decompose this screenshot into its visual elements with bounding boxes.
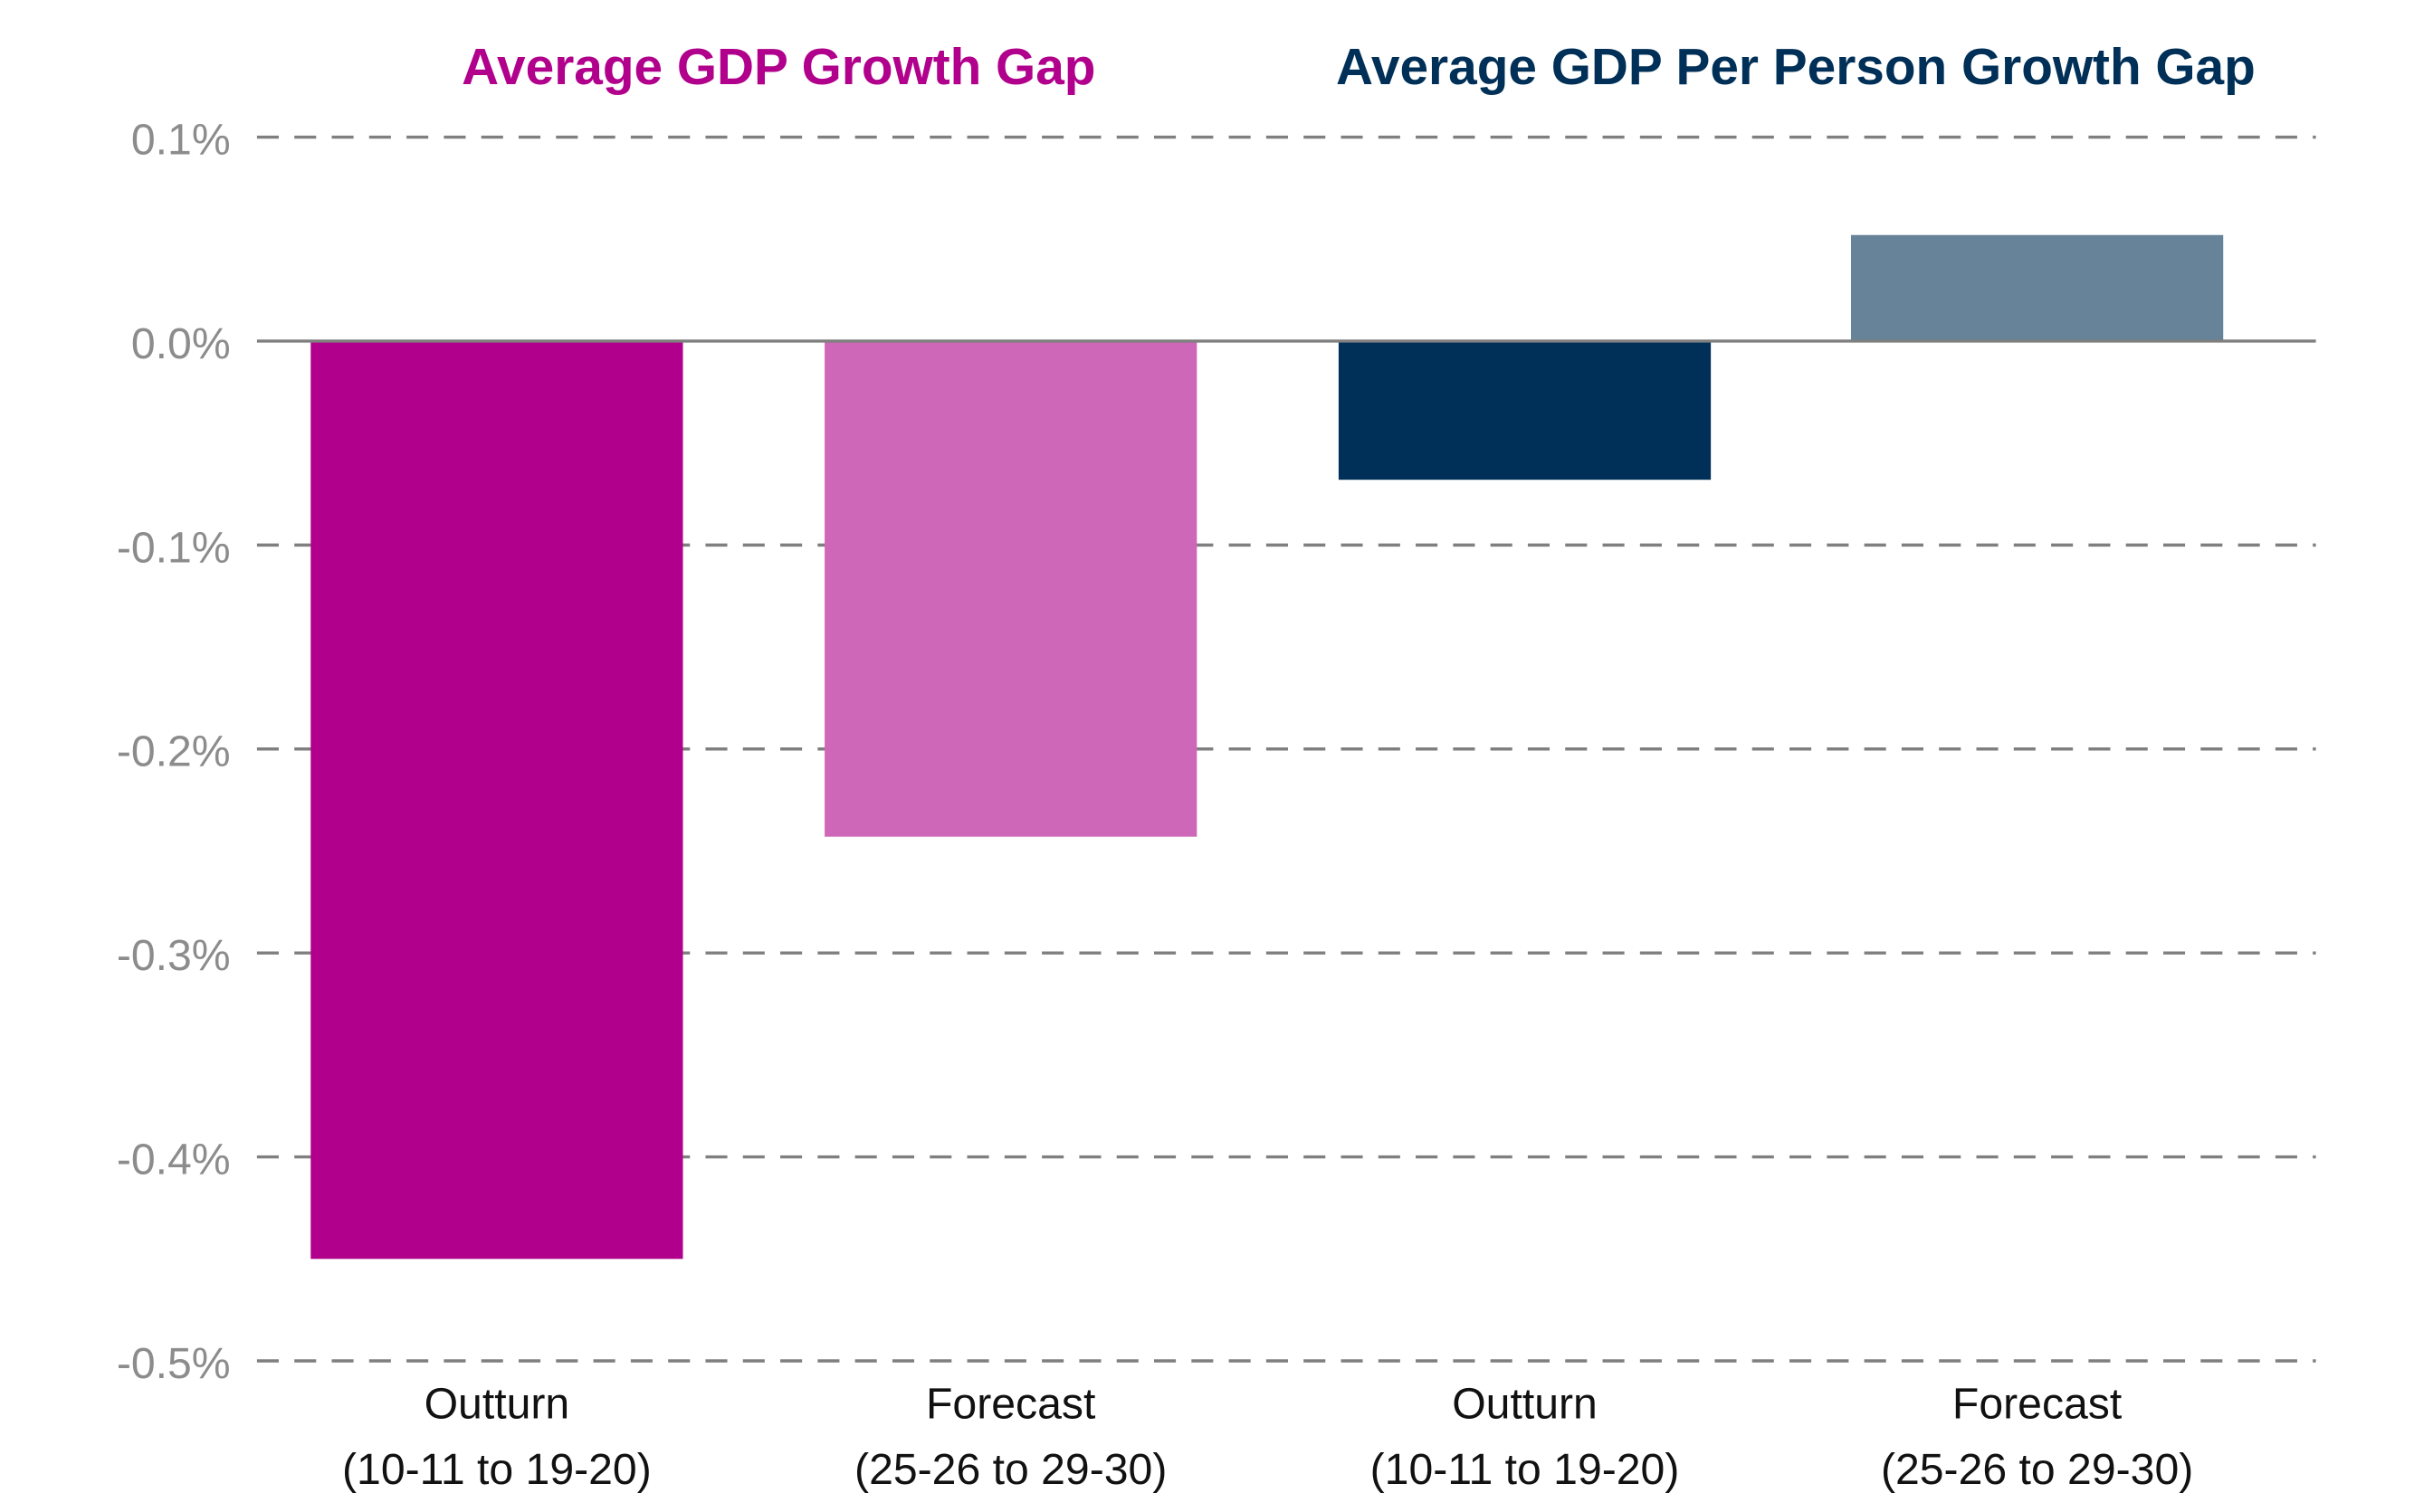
x-label-line1: Outturn [1452, 1380, 1598, 1429]
group-title-gdp: Average GDP Growth Gap [462, 39, 1095, 96]
y-tick-label: -0.2% [117, 727, 231, 776]
y-axis-ticks: 0.1% 0.0% -0.1% -0.2% -0.3% -0.4% -0.5% [117, 115, 231, 1387]
x-label-line2: (10-11 to 19-20) [342, 1445, 652, 1494]
bar [1850, 234, 2224, 341]
x-axis-labels: Outturn (10-11 to 19-20) Forecast (25-26 to… [342, 1380, 2193, 1494]
x-label-line2: (10-11 to 19-20) [1370, 1445, 1680, 1494]
x-label-line2: (25-26 to 29-30) [854, 1445, 1167, 1494]
x-label-line1: Forecast [1952, 1380, 2123, 1429]
y-tick-label: 0.1% [131, 115, 231, 164]
bar [825, 340, 1197, 837]
x-label-line2: (25-26 to 29-30) [1881, 1445, 2193, 1494]
y-tick-label: 0.0% [131, 319, 231, 368]
bar [310, 340, 683, 1260]
y-tick-label: -0.3% [117, 931, 231, 980]
y-tick-label: -0.1% [117, 523, 231, 572]
y-tick-label: -0.4% [117, 1135, 231, 1184]
bar [1338, 340, 1712, 480]
group-title-gdp-per-person: Average GDP Per Person Growth Gap [1336, 39, 2256, 96]
y-tick-label: -0.5% [117, 1339, 231, 1388]
x-label-line1: Outturn [425, 1380, 570, 1429]
x-label-line1: Forecast [926, 1380, 1096, 1429]
bars [310, 234, 2224, 1260]
